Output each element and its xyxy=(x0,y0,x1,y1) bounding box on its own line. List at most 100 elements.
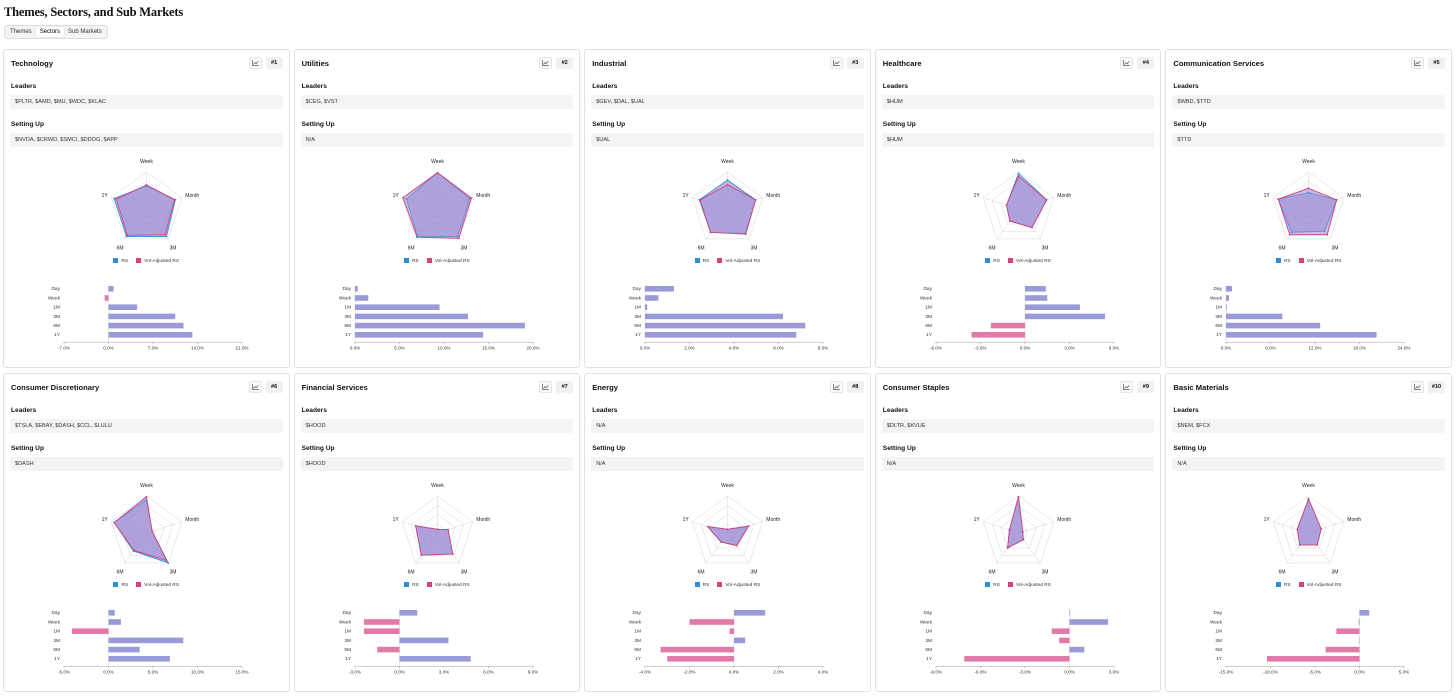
bar-week[interactable] xyxy=(108,619,121,625)
bar-1y[interactable] xyxy=(108,656,170,662)
bar-6m[interactable] xyxy=(108,646,140,653)
period-label: Week xyxy=(920,295,933,301)
legend-rs[interactable]: RS xyxy=(404,582,419,588)
legend-rs[interactable]: RS xyxy=(113,582,128,588)
bar-6m[interactable] xyxy=(1226,322,1321,329)
legend-rs[interactable]: RS xyxy=(985,582,1000,588)
bar-1y[interactable] xyxy=(354,332,483,338)
bar-week[interactable] xyxy=(363,619,400,625)
bar-1m[interactable] xyxy=(645,304,648,310)
bar-6m[interactable] xyxy=(645,322,806,329)
chart-toggle-button[interactable] xyxy=(1411,381,1424,393)
legend-vol-adjusted-rs[interactable]: Vol-Adjusted RS xyxy=(136,258,179,264)
chart-toggle-button[interactable] xyxy=(539,381,553,393)
bar-6m[interactable] xyxy=(1069,646,1085,653)
tab-themes[interactable]: Themes xyxy=(10,29,32,35)
bar-1m[interactable] xyxy=(354,304,440,310)
sector-card-1: Technology #1 Leaders $PLTR, $AMD, $MU, … xyxy=(3,49,290,368)
radar-axis-week: Week xyxy=(1012,483,1025,489)
legend-vol-adjusted-rs[interactable]: Vol-Adjusted RS xyxy=(717,258,760,264)
bar-1m[interactable] xyxy=(72,628,109,634)
tab-sub-markets[interactable]: Sub Markets xyxy=(68,29,102,35)
bar-3m[interactable] xyxy=(1024,313,1105,320)
bar-1y[interactable] xyxy=(645,332,797,338)
bar-3m[interactable] xyxy=(108,313,176,320)
legend-rs[interactable]: RS xyxy=(694,582,709,588)
bar-1y[interactable] xyxy=(108,332,193,338)
bar-1m[interactable] xyxy=(363,628,400,634)
radar-point xyxy=(401,196,404,199)
chart-toggle-button[interactable] xyxy=(248,57,262,69)
period-label: 1M xyxy=(1216,305,1223,311)
chart-toggle-button[interactable] xyxy=(1411,57,1424,69)
bar-1y[interactable] xyxy=(667,656,735,662)
bar-1m[interactable] xyxy=(108,304,138,310)
bar-1y[interactable] xyxy=(971,332,1025,338)
bar-day[interactable] xyxy=(108,286,114,292)
performance-bar-chart: Day Week 1M 3M 6M 1Y -7.0% 0.0% 7.0% 14.0% 21.0% xyxy=(48,285,249,351)
bar-1m[interactable] xyxy=(1336,628,1360,634)
legend-vol-adjusted-rs[interactable]: Vol-Adjusted RS xyxy=(1007,258,1051,264)
bar-day[interactable] xyxy=(645,286,675,292)
bar-week[interactable] xyxy=(1024,295,1048,301)
chart-toggle-button[interactable] xyxy=(1120,381,1134,393)
bar-week[interactable] xyxy=(104,295,109,301)
bar-6m[interactable] xyxy=(108,322,184,329)
tab-sectors[interactable]: Sectors xyxy=(35,27,65,37)
bar-3m[interactable] xyxy=(734,637,746,644)
legend-vol-adjusted-rs[interactable]: Vol-Adjusted RS xyxy=(426,582,470,588)
legend-rs[interactable]: RS xyxy=(404,258,419,264)
bar-week[interactable] xyxy=(354,295,368,301)
period-label: 1M xyxy=(1216,629,1223,635)
bar-week[interactable] xyxy=(1069,619,1108,625)
bar-1y[interactable] xyxy=(1267,656,1360,662)
bar-day[interactable] xyxy=(1359,610,1370,616)
bar-3m[interactable] xyxy=(1226,313,1283,320)
bar-week[interactable] xyxy=(645,295,659,301)
radar-point xyxy=(173,198,176,201)
chart-toggle-button[interactable] xyxy=(248,381,262,393)
chart-toggle-button[interactable] xyxy=(1120,57,1134,69)
bar-6m[interactable] xyxy=(376,646,400,653)
legend-vol-adjusted-rs[interactable]: Vol-Adjusted RS xyxy=(426,258,470,264)
bar-6m[interactable] xyxy=(354,322,525,329)
bar-day[interactable] xyxy=(734,610,766,616)
legend-vol-adjusted-rs[interactable]: Vol-Adjusted RS xyxy=(1298,582,1342,588)
legend-vol-adjusted-rs[interactable]: Vol-Adjusted RS xyxy=(136,582,179,588)
chart-toggle-button[interactable] xyxy=(539,57,553,69)
bar-week[interactable] xyxy=(1226,295,1230,301)
legend-rs[interactable]: RS xyxy=(985,258,1000,264)
legend-rs[interactable]: RS xyxy=(1275,258,1291,264)
chart-toggle-button[interactable] xyxy=(829,57,843,69)
bar-1m[interactable] xyxy=(1226,304,1228,310)
bar-week[interactable] xyxy=(1359,619,1360,625)
legend-rs[interactable]: RS xyxy=(113,258,128,264)
bar-1m[interactable] xyxy=(1024,304,1080,310)
legend-rs[interactable]: RS xyxy=(1275,582,1291,588)
bar-6m[interactable] xyxy=(1326,646,1360,653)
bar-day[interactable] xyxy=(1226,286,1233,292)
bar-3m[interactable] xyxy=(108,637,184,644)
bar-3m[interactable] xyxy=(1058,637,1070,644)
bar-day[interactable] xyxy=(1024,286,1046,292)
legend-rs[interactable]: RS xyxy=(694,258,709,264)
bar-6m[interactable] xyxy=(990,322,1025,329)
bar-week[interactable] xyxy=(689,619,735,625)
legend-vol-adjusted-rs[interactable]: Vol-Adjusted RS xyxy=(1298,258,1342,264)
chart-toggle-button[interactable] xyxy=(829,381,843,393)
bar-day[interactable] xyxy=(108,610,115,616)
bar-day[interactable] xyxy=(354,286,358,292)
bar-day[interactable] xyxy=(1069,610,1071,616)
bar-1m[interactable] xyxy=(729,628,735,634)
bar-3m[interactable] xyxy=(399,637,449,644)
bar-3m[interactable] xyxy=(645,313,784,320)
bar-3m[interactable] xyxy=(354,313,468,320)
bar-1m[interactable] xyxy=(1051,628,1070,634)
bar-6m[interactable] xyxy=(660,646,735,653)
legend-vol-adjusted-rs[interactable]: Vol-Adjusted RS xyxy=(717,582,760,588)
legend-vol-adjusted-rs[interactable]: Vol-Adjusted RS xyxy=(1007,582,1051,588)
bar-day[interactable] xyxy=(399,610,417,616)
bar-1y[interactable] xyxy=(399,656,471,662)
bar-1y[interactable] xyxy=(1226,332,1377,338)
bar-1y[interactable] xyxy=(963,656,1070,662)
